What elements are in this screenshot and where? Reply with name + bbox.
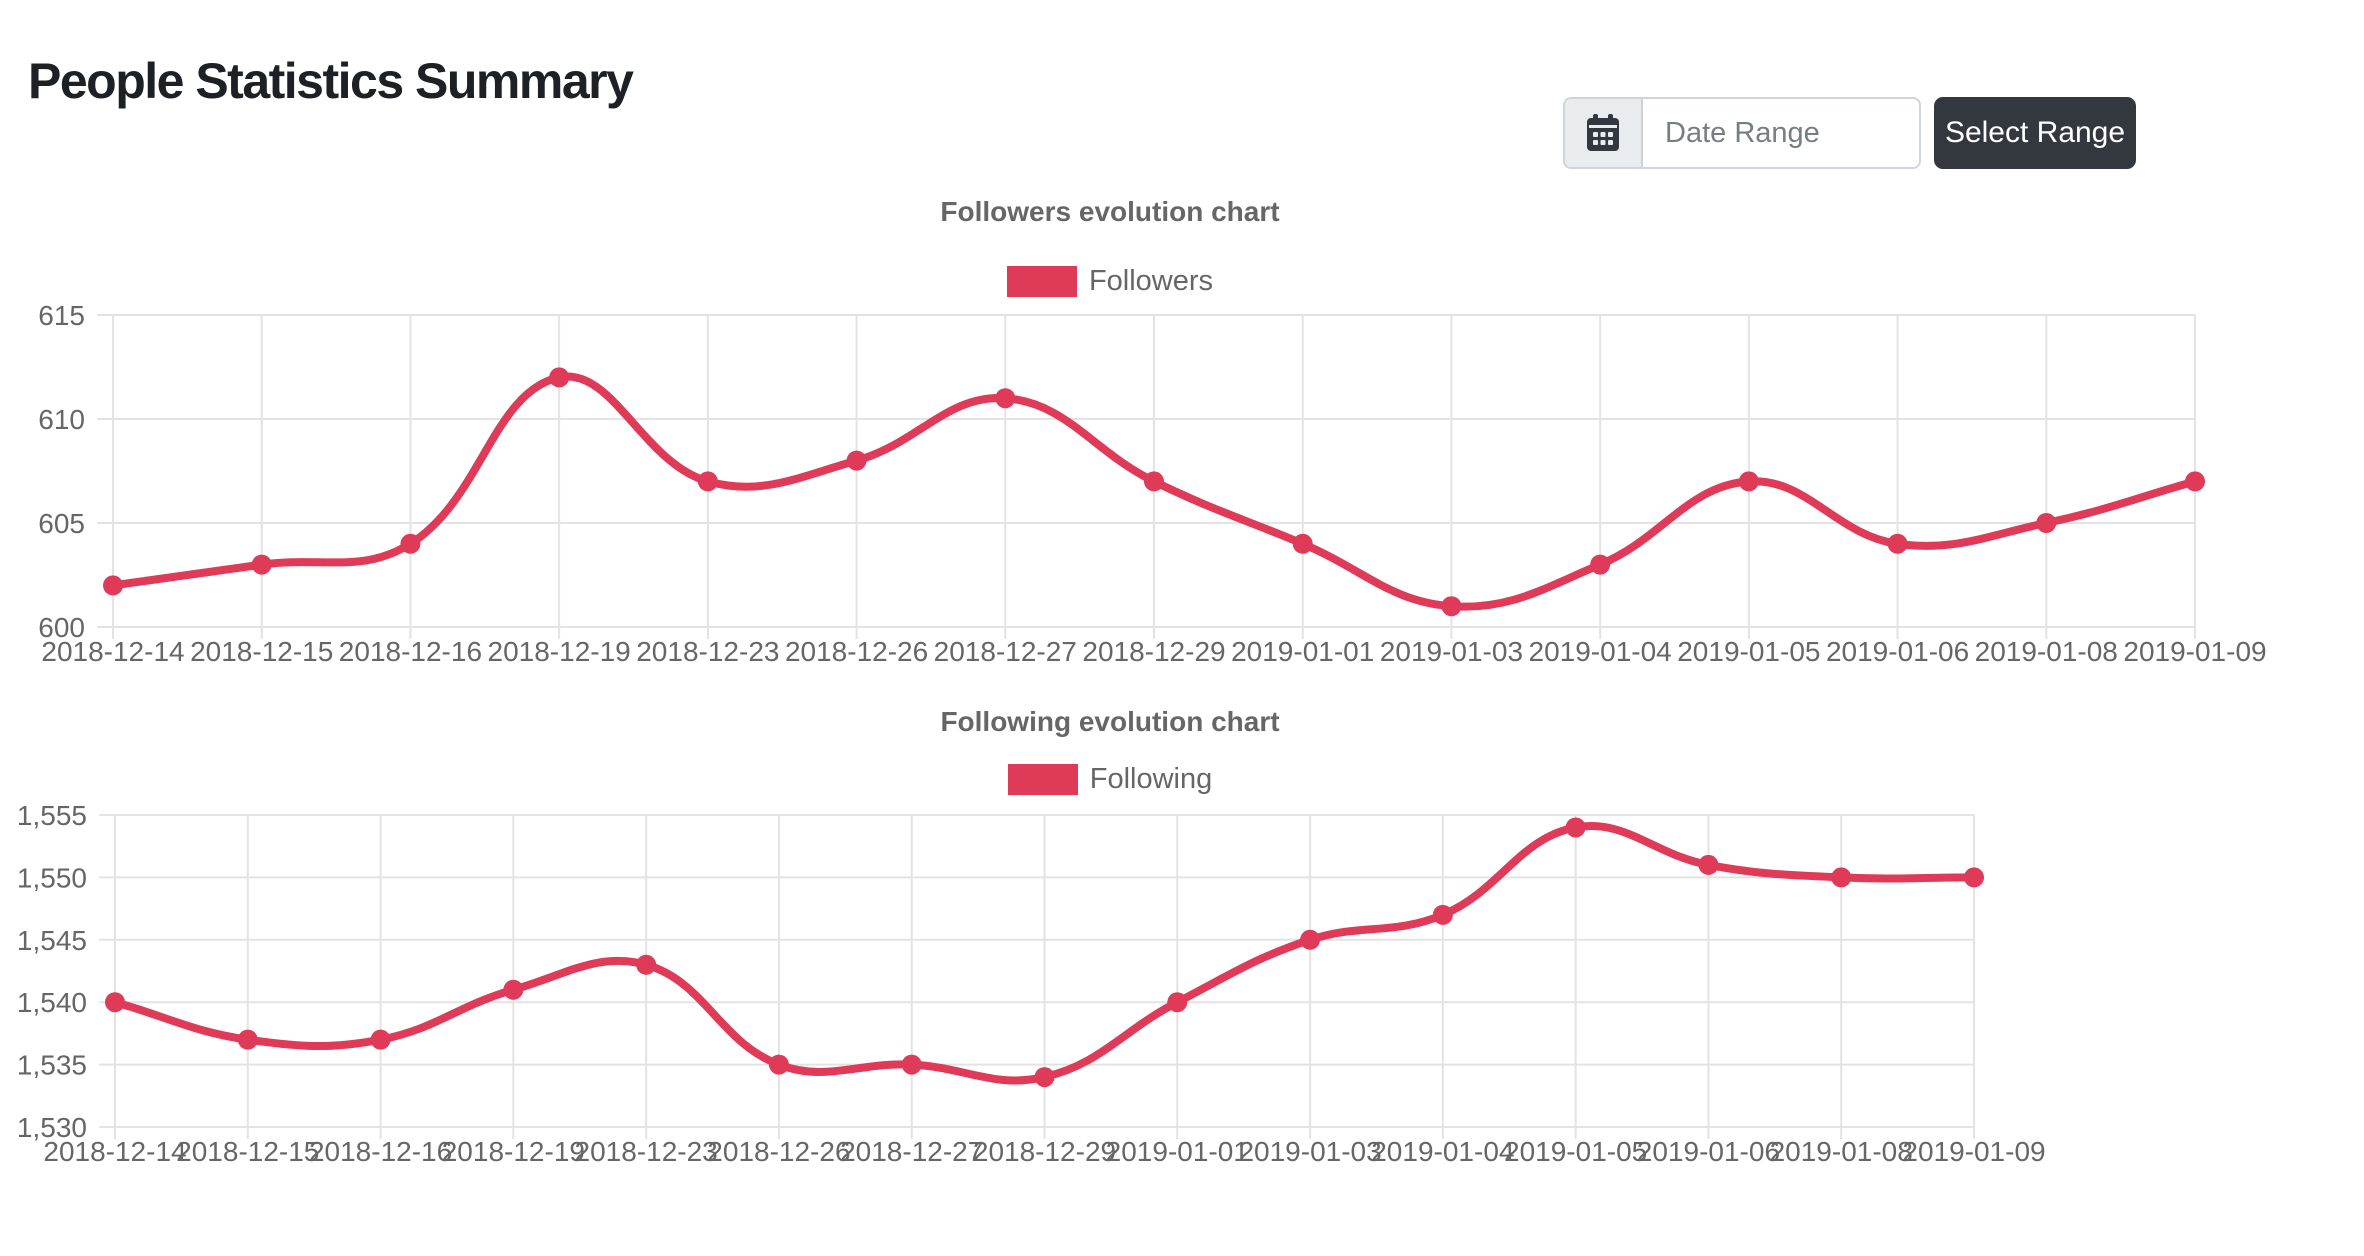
data-point[interactable] [370, 1029, 391, 1050]
x-tick-label: 2018-12-29 [973, 1136, 1116, 1167]
data-point[interactable] [105, 992, 125, 1013]
date-range-input-group [1563, 97, 1921, 169]
data-point[interactable] [1432, 904, 1453, 925]
followers-legend-label: Followers [1088, 265, 1214, 297]
x-tick-label: 2018-12-26 [707, 1136, 850, 1167]
x-tick-label: 2019-01-05 [1677, 636, 1820, 667]
calendar-icon-box [1565, 99, 1643, 167]
y-tick-label: 1,535 [17, 1050, 87, 1081]
data-point[interactable] [237, 1029, 258, 1050]
x-tick-label: 2018-12-26 [785, 636, 928, 667]
y-tick-label: 600 [38, 612, 85, 643]
x-tick-label: 2018-12-14 [41, 636, 184, 667]
y-tick-label: 1,545 [17, 925, 87, 956]
followers-legend-swatch [1006, 266, 1077, 297]
data-point[interactable] [901, 1054, 922, 1075]
x-tick-label: 2018-12-16 [339, 636, 482, 667]
x-tick-label: 2018-12-29 [1082, 636, 1225, 667]
data-point[interactable] [846, 450, 867, 471]
x-tick-label: 2018-12-15 [190, 636, 333, 667]
data-point[interactable] [1441, 596, 1462, 617]
data-point[interactable] [1698, 854, 1719, 875]
data-point[interactable] [995, 388, 1016, 409]
following-legend-swatch [1007, 764, 1078, 795]
data-point[interactable] [400, 533, 421, 554]
following-legend-label: Following [1089, 763, 1213, 795]
x-tick-label: 2018-12-15 [176, 1136, 319, 1167]
data-point[interactable] [251, 554, 272, 575]
x-tick-label: 2019-01-04 [1529, 636, 1672, 667]
x-tick-label: 2018-12-19 [442, 1136, 585, 1167]
x-tick-label: 2018-12-23 [636, 636, 779, 667]
following-legend[interactable]: Following [0, 763, 2220, 796]
y-tick-label: 610 [38, 404, 85, 435]
data-point[interactable] [549, 367, 570, 388]
calendar-icon [1587, 114, 1619, 151]
x-tick-label: 2018-12-27 [934, 636, 1077, 667]
page-title: People Statistics Summary [28, 53, 634, 109]
data-point[interactable] [1831, 867, 1852, 888]
data-point[interactable] [503, 979, 524, 1000]
data-point[interactable] [1887, 533, 1908, 554]
followers-legend[interactable]: Followers [0, 265, 2220, 298]
y-tick-label: 1,550 [17, 862, 87, 893]
data-point[interactable] [1167, 992, 1188, 1013]
data-point[interactable] [768, 1054, 789, 1075]
x-tick-label: 2018-12-23 [575, 1136, 718, 1167]
y-tick-label: 1,530 [17, 1112, 87, 1143]
data-point[interactable] [1565, 817, 1586, 838]
x-tick-label: 2019-01-03 [1380, 636, 1523, 667]
x-tick-label: 2019-01-06 [1826, 636, 1969, 667]
data-point[interactable] [103, 575, 123, 596]
x-tick-label: 2018-12-16 [309, 1136, 452, 1167]
select-range-button[interactable]: Select Range [1934, 97, 2136, 169]
x-tick-label: 2019-01-06 [1637, 1136, 1780, 1167]
x-tick-label: 2018-12-14 [43, 1136, 186, 1167]
x-tick-label: 2019-01-09 [1902, 1136, 2045, 1167]
x-tick-label: 2019-01-08 [1770, 1136, 1913, 1167]
data-point[interactable] [1300, 929, 1321, 950]
data-point[interactable] [1034, 1067, 1055, 1088]
data-point[interactable] [1590, 554, 1611, 575]
y-tick-label: 605 [38, 508, 85, 539]
x-tick-label: 2019-01-03 [1238, 1136, 1381, 1167]
data-point[interactable] [2185, 471, 2205, 492]
x-tick-label: 2018-12-19 [488, 636, 631, 667]
date-range-controls: Select Range [1563, 97, 2136, 169]
following-chart-title: Following evolution chart [940, 706, 1280, 737]
x-tick-label: 2019-01-08 [1975, 636, 2118, 667]
data-point[interactable] [1144, 471, 1164, 492]
data-point[interactable] [1292, 533, 1313, 554]
x-tick-label: 2018-12-27 [840, 1136, 983, 1167]
date-range-input[interactable] [1643, 99, 1919, 167]
chart-plot-1: 1,530 1,535 1,540 1,545 1,550 1,555 2018-12-14… [17, 800, 2046, 1167]
data-point[interactable] [1738, 471, 1759, 492]
y-tick-label: 1,555 [17, 800, 87, 831]
data-point[interactable] [697, 471, 718, 492]
data-point[interactable] [1964, 867, 1984, 888]
x-tick-label: 2019-01-05 [1504, 1136, 1647, 1167]
x-tick-label: 2019-01-01 [1106, 1136, 1249, 1167]
x-tick-label: 2019-01-04 [1371, 1136, 1514, 1167]
data-point[interactable] [636, 954, 657, 975]
followers-chart-title: Followers evolution chart [940, 196, 1280, 227]
x-tick-label: 2019-01-09 [2123, 636, 2266, 667]
series-line-followers [109, 372, 2199, 611]
y-tick-label: 615 [38, 300, 85, 331]
data-point[interactable] [2036, 513, 2057, 533]
y-tick-label: 1,540 [17, 987, 87, 1018]
x-tick-label: 2019-01-01 [1231, 636, 1374, 667]
